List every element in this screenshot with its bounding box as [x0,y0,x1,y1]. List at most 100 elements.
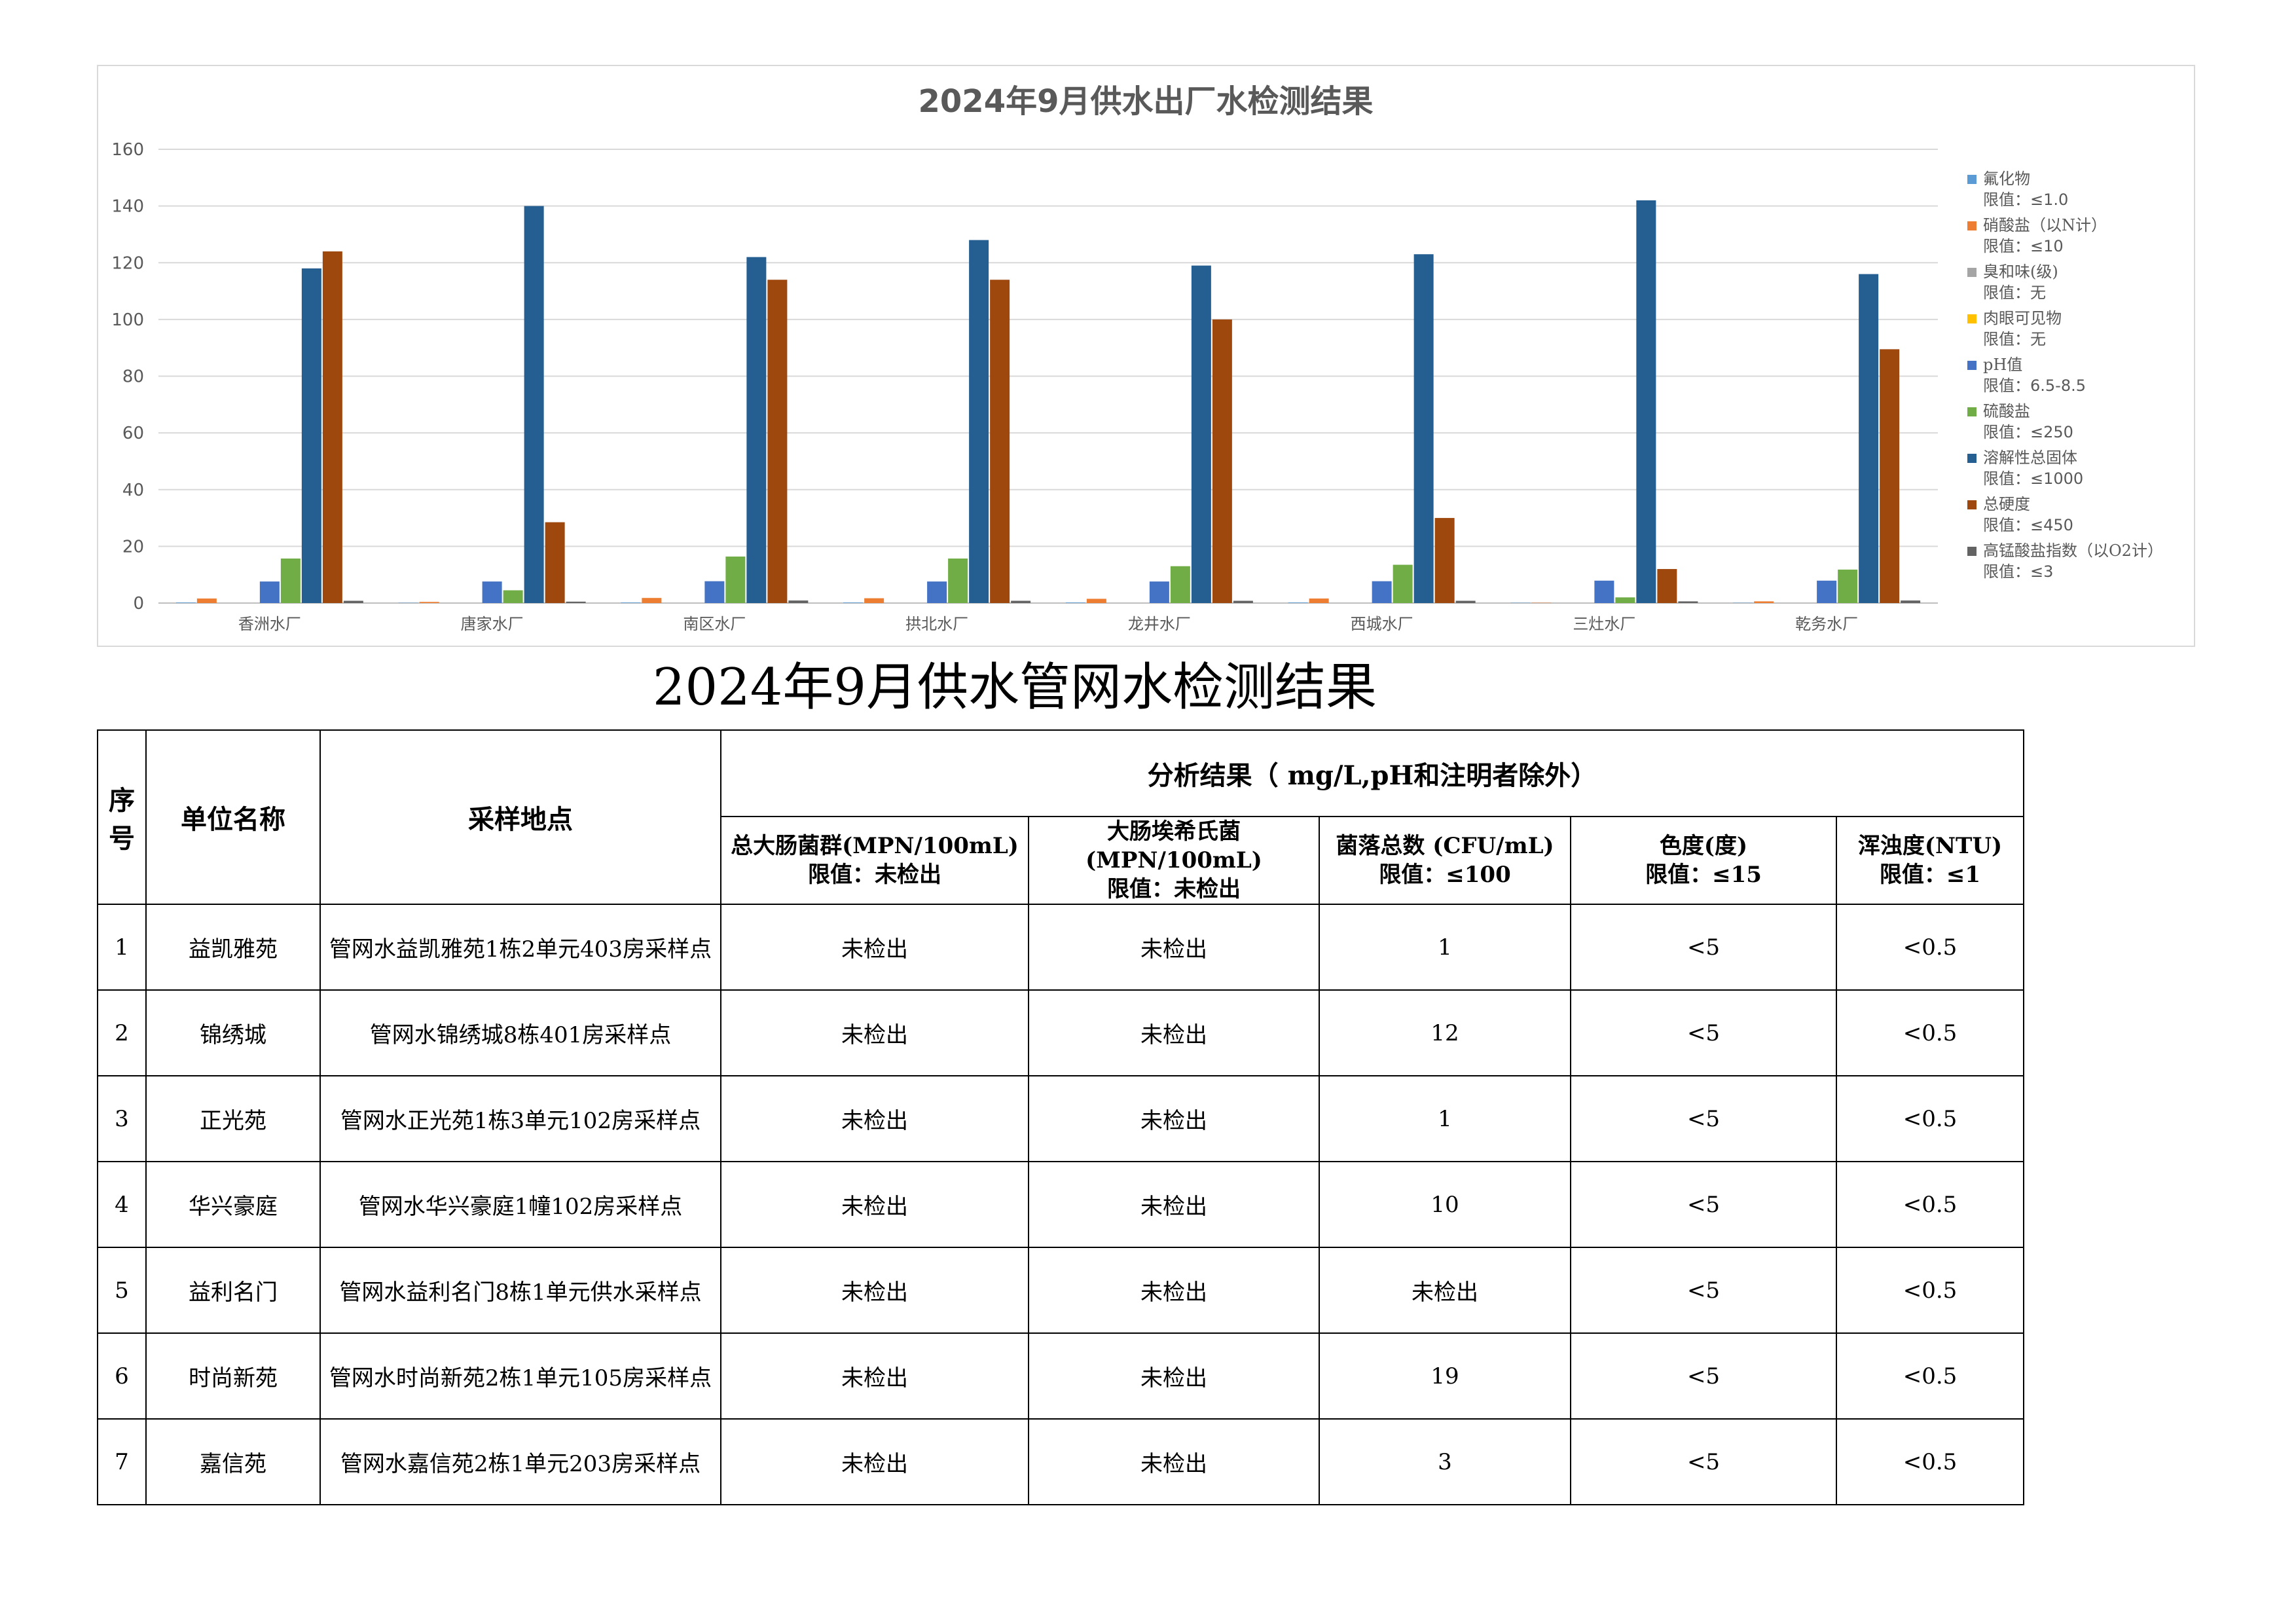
cell-unit: 益利名门 [145,1247,321,1334]
header-site: 采样地点 [319,729,721,905]
chart-container: 2024年9月供水出厂水检测结果 0 20 40 60 80 100 120 140 160 香… [97,65,2195,647]
cell-v1: 未检出 [720,1161,1029,1248]
bar [990,280,1010,603]
cell-v1: 未检出 [720,1418,1029,1505]
x-category-label: 唐家水厂 [461,615,524,633]
cell-site: 管网水益凯雅苑1栋2单元403房采样点 [319,904,721,991]
bar [1170,566,1190,603]
cell-unit: 嘉信苑 [145,1418,321,1505]
bar [1901,600,1921,603]
bar [1636,200,1656,603]
results-table: 序 号 单位名称 采样地点 分析结果（ mg/L,pH和注明者除外） 总大肠菌群… [97,729,2024,1505]
y-tick-label: 140 [111,197,144,217]
bar [746,257,767,603]
bar [1212,319,1232,603]
legend-entry-limit: 限值：6.5-8.5 [1983,376,2086,395]
bar-chart: 2024年9月供水出厂水检测结果 0 20 40 60 80 100 120 140 160 香… [111,83,2163,633]
cell-v1: 未检出 [720,989,1029,1076]
cell-site: 管网水时尚新苑2栋1单元105房采样点 [319,1332,721,1420]
bar [969,240,989,604]
bar [1309,598,1329,603]
legend-entry-name: pH值 [1983,356,2022,374]
legend-entry-name: 硝酸盐（以N计） [1983,216,2107,234]
bar [419,602,439,603]
cell-seq: 2 [97,989,147,1076]
y-tick-label: 120 [111,253,144,273]
cell-unit: 正光苑 [145,1075,321,1162]
bar [1615,597,1635,603]
bar [1191,265,1211,603]
legend-entry-name: 高锰酸盐指数（以O2计） [1983,542,2163,560]
legend-swatch [1967,547,1977,556]
legend-entry-limit: 限值：≤10 [1983,237,2064,255]
bar [1288,602,1308,603]
column-header: 大肠埃希氏菌(MPN/100mL) 限值：未检出 [1028,816,1320,905]
cell-v4: <5 [1570,989,1837,1076]
column-header: 色度(度) 限值：≤15 [1570,816,1837,905]
legend-entry-name: 氟化物 [1983,170,2030,188]
cell-unit: 益凯雅苑 [145,904,321,991]
bar [1434,518,1455,603]
bar [1011,600,1031,603]
x-category-label: 乾务水厂 [1795,615,1858,633]
x-category-label: 龙井水厂 [1128,615,1191,633]
header-unit: 单位名称 [145,729,321,905]
cell-v3: 10 [1319,1161,1571,1248]
bar [566,601,586,603]
cell-seq: 7 [97,1418,147,1505]
cell-v5: <0.5 [1836,904,2024,991]
legend-entry-name: 臭和味(级) [1983,263,2058,281]
legend-entry-limit: 限值：≤3 [1983,562,2053,581]
x-category-label: 三灶水厂 [1573,615,1635,633]
bar [503,590,523,603]
legend-entry-limit: 限值：≤250 [1983,423,2073,441]
cell-v4: <5 [1570,1247,1837,1334]
legend-entry-name: 肉眼可见物 [1983,309,2062,327]
x-category-label: 南区水厂 [683,615,746,633]
cell-v3: 1 [1319,1075,1571,1162]
cell-v5: <0.5 [1836,1332,2024,1420]
bar [1657,569,1677,603]
legend-swatch [1967,361,1977,370]
bar [301,268,321,603]
cell-v3: 3 [1319,1418,1571,1505]
bar [1149,581,1169,603]
cell-seq: 1 [97,904,147,991]
cell-seq: 4 [97,1161,147,1248]
bar [864,598,884,603]
bar [1880,349,1900,603]
bar [1065,602,1085,603]
table-title: 2024年9月供水管网水检测结果 [652,658,1377,717]
legend-swatch [1967,314,1977,323]
cell-v4: <5 [1570,1418,1837,1505]
cell-site: 管网水锦绣城8栋401房采样点 [319,989,721,1076]
legend-entry-limit: 限值：≤450 [1983,516,2073,534]
cell-site: 管网水华兴豪庭1幢102房采样点 [319,1161,721,1248]
cell-v4: <5 [1570,1332,1837,1420]
table-row: 1 益凯雅苑 管网水益凯雅苑1栋2单元403房采样点 未检出 未检出 1 <5 <0.5 [97,904,2024,991]
table-row: 6 时尚新苑 管网水时尚新苑2栋1单元105房采样点 未检出 未检出 19 <5 <0.5 [97,1332,2024,1420]
y-tick-label: 0 [133,594,144,614]
cell-v3: 19 [1319,1332,1571,1420]
cell-v2: 未检出 [1028,989,1320,1076]
bar [196,598,217,603]
cell-v2: 未检出 [1028,1161,1320,1248]
column-header: 总大肠菌群(MPN/100mL) 限值：未检出 [720,816,1029,905]
legend-entry-limit: 限值：≤1.0 [1983,191,2068,209]
cell-v4: <5 [1570,904,1837,991]
column-header: 菌落总数 (CFU/mL) 限值：≤100 [1319,816,1571,905]
cell-v2: 未检出 [1028,904,1320,991]
y-tick-label: 20 [122,537,144,557]
bar [1372,581,1392,603]
bar [1678,601,1698,603]
bar [343,600,363,603]
cell-v5: <0.5 [1836,1418,2024,1505]
legend-swatch [1967,500,1977,509]
cell-v2: 未检出 [1028,1418,1320,1505]
legend-entry-limit: 限值：无 [1983,284,2046,302]
bar [843,602,864,603]
cell-site: 管网水益利名门8栋1单元供水采样点 [319,1247,721,1334]
table-row: 4 华兴豪庭 管网水华兴豪庭1幢102房采样点 未检出 未检出 10 <5 <0.5 [97,1161,2024,1248]
bar [1594,580,1614,603]
bar [1838,569,1858,603]
